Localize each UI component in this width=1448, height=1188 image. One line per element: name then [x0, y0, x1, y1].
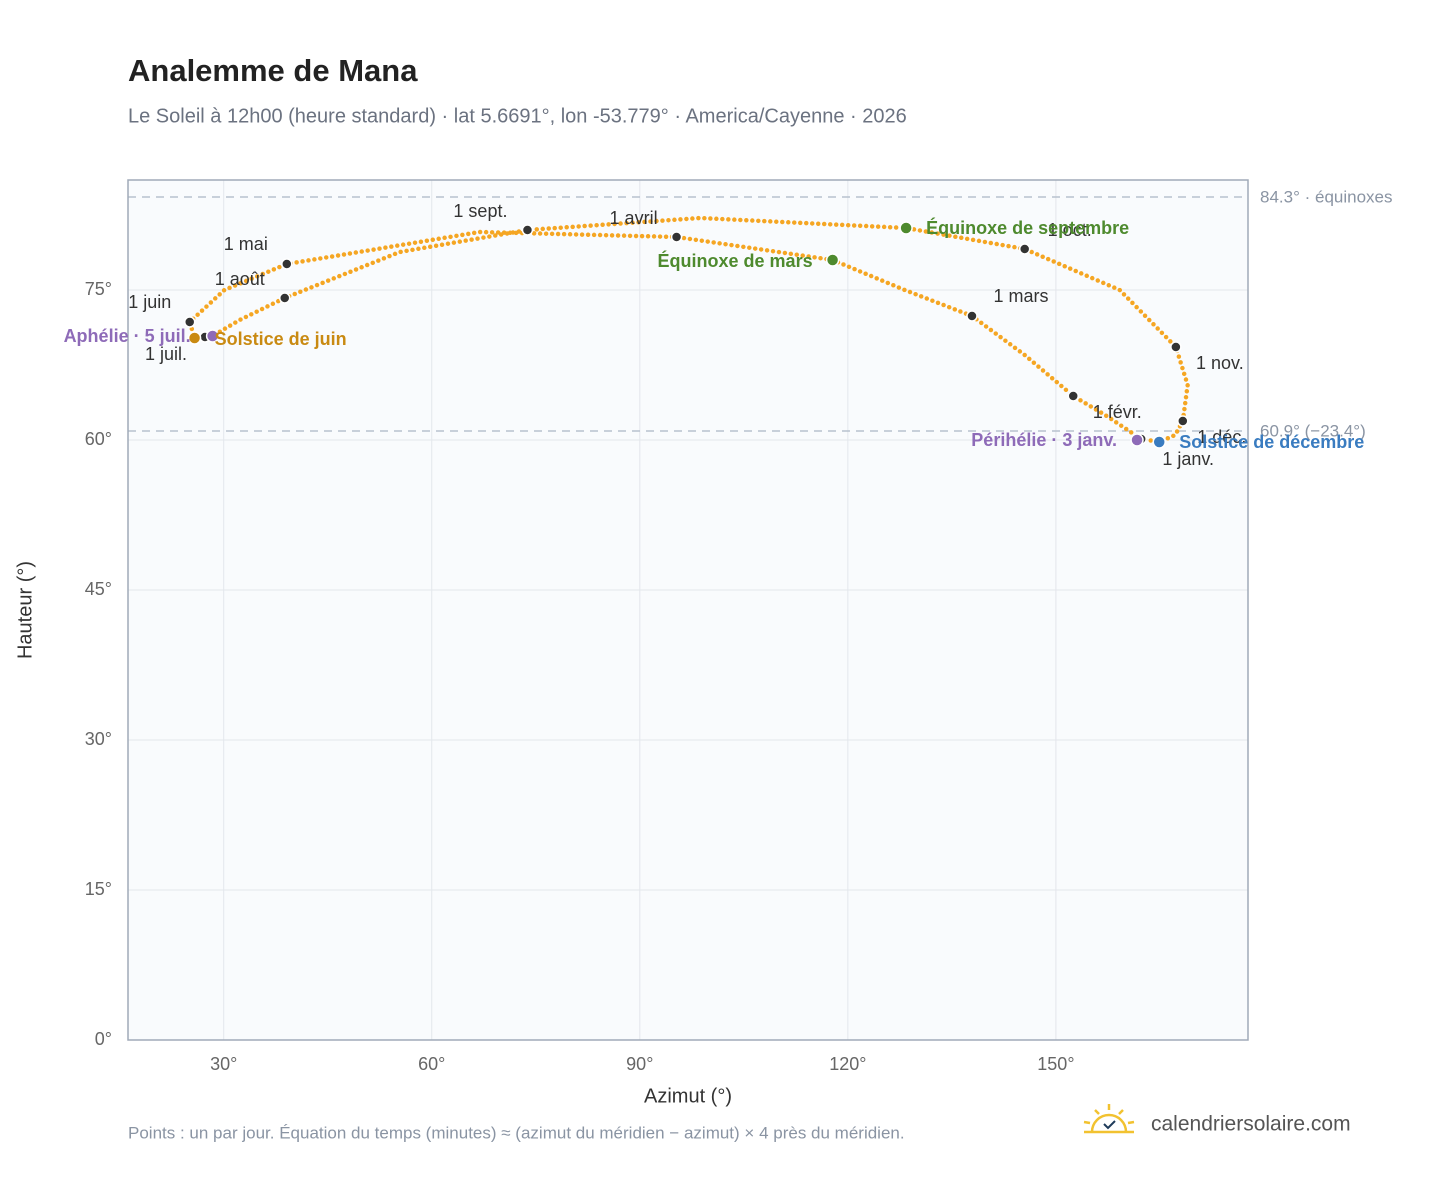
x-tick-label: 120° — [829, 1054, 866, 1074]
plot-border — [127, 179, 1249, 1041]
reference-label: 84.3° · équinoxes — [1260, 187, 1393, 206]
event-label: Solstice de décembre — [1179, 432, 1364, 452]
event-marker — [825, 253, 840, 267]
month-label: 1 nov. — [1196, 353, 1244, 373]
chart-title: Analemme de Mana — [128, 53, 418, 88]
month-marker — [1067, 390, 1079, 402]
month-marker — [1170, 341, 1182, 353]
month-label: 1 févr. — [1093, 402, 1142, 422]
y-tick-label: 75° — [85, 279, 112, 299]
chart-subtitle: Le Soleil à 12h00 (heure standard) · lat… — [128, 105, 907, 127]
x-tick-label: 90° — [626, 1054, 653, 1074]
month-marker — [670, 231, 683, 243]
reference-label: 60.9° (−23.4°) — [1260, 421, 1366, 440]
y-tick-label: 15° — [85, 879, 112, 899]
month-label: 1 avril — [610, 208, 658, 228]
y-tick-label: 0° — [95, 1029, 112, 1049]
event-marker — [187, 331, 202, 345]
month-label: 1 juin — [128, 292, 171, 312]
y-tick-label: 60° — [85, 429, 112, 449]
month-label: 1 juil. — [145, 344, 187, 364]
month-marker — [281, 258, 293, 270]
event-label: Équinoxe de mars — [658, 250, 813, 271]
x-axis-label: Azimut (°) — [644, 1085, 732, 1107]
month-label: 1 janv. — [1162, 449, 1214, 469]
month-marker — [1177, 415, 1189, 427]
month-marker — [521, 224, 534, 236]
plot-area — [128, 180, 1248, 1040]
brand-logo — [1083, 1104, 1135, 1134]
brand-name: calendriersolaire.com — [1151, 1113, 1351, 1136]
month-label: 1 sept. — [453, 201, 507, 221]
event-marker — [1130, 433, 1144, 447]
event-label: Périhélie · 3 janv. — [971, 430, 1117, 450]
x-tick-label: 60° — [418, 1054, 445, 1074]
y-tick-label: 30° — [85, 729, 112, 749]
x-tick-label: 30° — [210, 1054, 237, 1074]
event-label: Équinoxe de septembre — [926, 217, 1129, 238]
x-tick-label: 150° — [1037, 1054, 1074, 1074]
month-marker — [183, 316, 196, 328]
month-label: 1 mai — [224, 234, 268, 254]
event-marker — [1152, 435, 1166, 449]
event-marker — [899, 221, 913, 235]
event-label: Aphélie · 5 juil. — [64, 326, 191, 346]
month-label: 1 déc. — [1197, 427, 1246, 447]
month-label: 1 oct. — [1048, 220, 1092, 240]
event-label: Solstice de juin — [215, 329, 347, 349]
analemma-curve — [187, 215, 1190, 445]
month-marker — [966, 310, 978, 322]
y-tick-label: 45° — [85, 579, 112, 599]
month-marker — [278, 292, 291, 304]
month-marker — [1018, 243, 1031, 255]
y-axis-label: Hauteur (°) — [14, 561, 36, 659]
footnote: Points : un par jour. Équation du temps … — [128, 1123, 905, 1142]
event-marker — [205, 329, 220, 343]
month-label: 1 août — [215, 269, 265, 289]
month-label: 1 mars — [993, 286, 1048, 306]
